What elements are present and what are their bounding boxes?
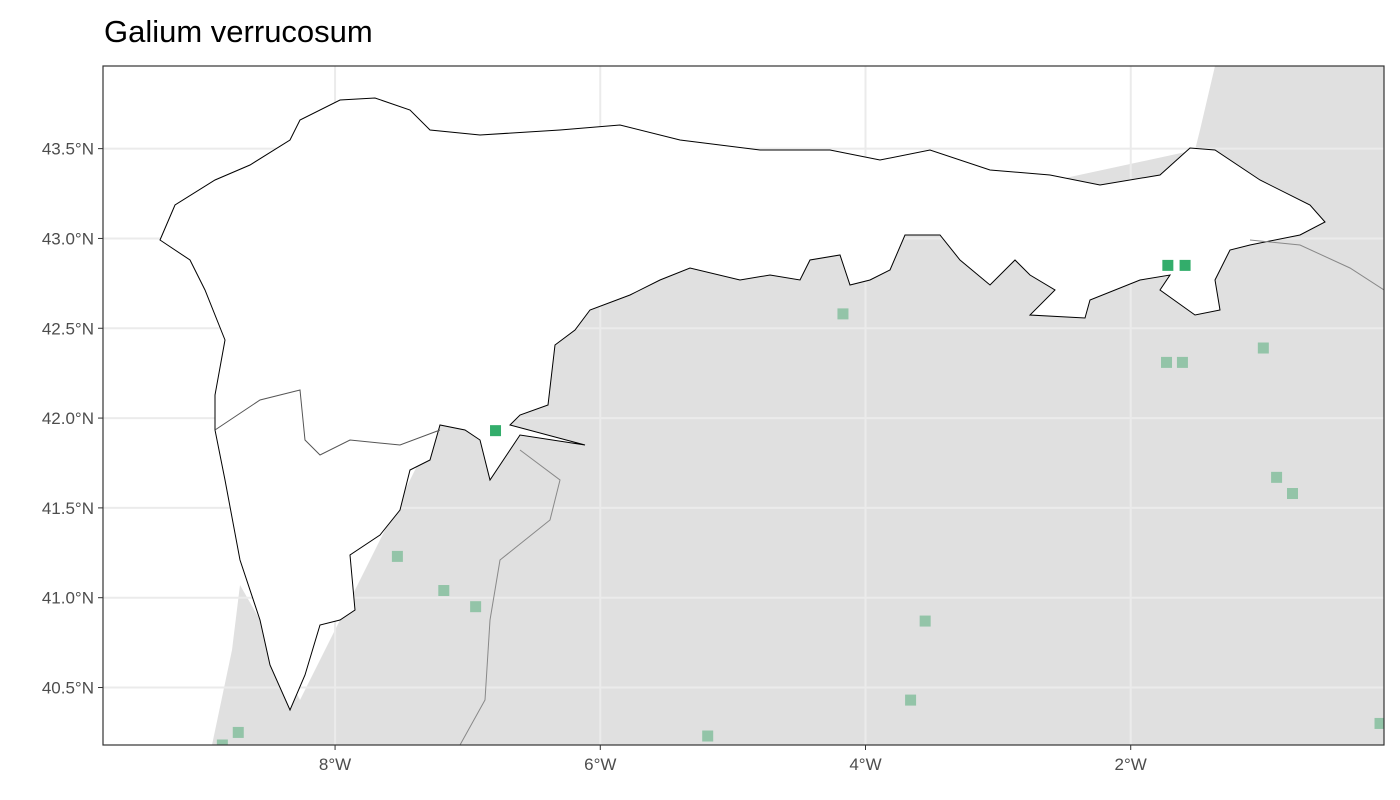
border-line: [459, 449, 561, 745]
occurrence-point-outside: [702, 730, 714, 742]
occurrence-point-outside: [216, 739, 228, 745]
x-tick-label: 6°W: [584, 755, 616, 774]
points: [216, 259, 1384, 745]
y-tick-label: 41.0°N: [42, 589, 94, 608]
map-title: Galium verrucosum: [104, 14, 373, 49]
occurrence-point-outside: [919, 615, 931, 627]
occurrence-point-outside: [1287, 488, 1298, 500]
occurrence-point-inside: [490, 425, 502, 437]
border-line: [1249, 239, 1384, 291]
x-tick-label: 8°W: [319, 755, 351, 774]
y-tick-label: 42.0°N: [42, 409, 94, 428]
y-tick-label: 43.5°N: [42, 140, 94, 159]
x-tick-label: 4°W: [849, 755, 881, 774]
y-tick-label: 40.5°N: [42, 679, 94, 698]
occurrence-point-inside: [1162, 259, 1174, 271]
y-tick-label: 42.5°N: [42, 319, 94, 338]
occurrence-point-outside: [1257, 342, 1269, 354]
panel-border: [102, 65, 1385, 746]
occurrence-point-outside: [438, 585, 450, 597]
x-tick-label: 2°W: [1115, 755, 1147, 774]
occurrence-point-outside: [470, 601, 482, 613]
y-tick-label: 43.0°N: [42, 229, 94, 248]
occurrence-point-outside: [905, 694, 917, 706]
occurrence-point-outside: [1161, 356, 1173, 368]
occurrence-point-outside: [837, 308, 849, 320]
occurrence-point-outside: [1374, 717, 1384, 729]
y-tick-label: 41.5°N: [42, 499, 94, 518]
occurrence-point-outside: [232, 726, 244, 738]
study-region: [159, 97, 1326, 712]
occurrence-point-outside: [1271, 471, 1283, 483]
occurrence-point-outside: [391, 550, 403, 562]
occurrence-point-inside: [1179, 259, 1191, 271]
border-line: [214, 389, 441, 456]
occurrence-point-outside: [1176, 356, 1188, 368]
